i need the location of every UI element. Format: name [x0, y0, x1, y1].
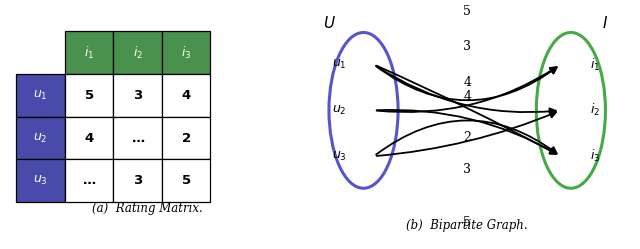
- Bar: [113, 74, 162, 117]
- Text: $i_2$: $i_2$: [132, 45, 143, 61]
- Text: $\mathbf{2}$: $\mathbf{2}$: [181, 131, 191, 145]
- Text: $\mathbf{5}$: $\mathbf{5}$: [84, 89, 94, 102]
- Text: $u_3$: $u_3$: [332, 150, 347, 163]
- Text: 4: 4: [463, 76, 471, 89]
- FancyArrowPatch shape: [377, 110, 556, 154]
- Text: $i_1$: $i_1$: [84, 45, 94, 61]
- FancyArrowPatch shape: [377, 67, 557, 112]
- Text: $i_3$: $i_3$: [590, 148, 600, 164]
- FancyArrowPatch shape: [376, 121, 557, 154]
- Bar: [162, 74, 211, 117]
- Bar: [16, 74, 65, 117]
- Text: $i_3$: $i_3$: [181, 45, 191, 61]
- Text: 5: 5: [463, 216, 471, 229]
- Text: $\mathbf{5}$: $\mathbf{5}$: [181, 174, 191, 187]
- FancyArrowPatch shape: [377, 112, 556, 156]
- Text: $u_2$: $u_2$: [332, 104, 347, 117]
- Bar: [65, 117, 113, 159]
- Bar: [113, 31, 162, 74]
- Text: $\mathbf{4}$: $\mathbf{4}$: [84, 131, 94, 145]
- Text: 5: 5: [463, 5, 471, 18]
- Text: $\mathbf{\ldots}$: $\mathbf{\ldots}$: [82, 174, 96, 187]
- Text: $u_2$: $u_2$: [33, 131, 48, 145]
- Text: $\mathbf{3}$: $\mathbf{3}$: [132, 89, 143, 102]
- Bar: [162, 159, 211, 202]
- Bar: [65, 159, 113, 202]
- FancyArrowPatch shape: [376, 66, 556, 154]
- Text: 3: 3: [463, 40, 471, 53]
- Text: 2: 2: [463, 131, 471, 144]
- Text: $I$: $I$: [602, 15, 609, 31]
- Bar: [65, 31, 113, 74]
- Text: $i_2$: $i_2$: [590, 102, 600, 119]
- Bar: [162, 117, 211, 159]
- Text: $\mathbf{\ldots}$: $\mathbf{\ldots}$: [131, 131, 145, 145]
- Text: $\mathbf{4}$: $\mathbf{4}$: [181, 89, 191, 102]
- Text: $i_1$: $i_1$: [590, 57, 600, 73]
- Text: (b)  Bipartite Graph.: (b) Bipartite Graph.: [406, 219, 528, 232]
- Text: $u_3$: $u_3$: [33, 174, 48, 187]
- Text: $\mathbf{3}$: $\mathbf{3}$: [132, 174, 143, 187]
- Bar: [113, 159, 162, 202]
- Text: $u_1$: $u_1$: [33, 89, 48, 102]
- Text: $U$: $U$: [323, 15, 335, 31]
- Bar: [162, 31, 211, 74]
- Text: $u_1$: $u_1$: [332, 58, 347, 71]
- Bar: [65, 74, 113, 117]
- Text: 3: 3: [463, 163, 471, 177]
- Bar: [113, 117, 162, 159]
- Text: 4: 4: [463, 90, 471, 103]
- Text: (a)  Rating Matrix.: (a) Rating Matrix.: [92, 202, 203, 215]
- Bar: [16, 117, 65, 159]
- FancyArrowPatch shape: [376, 66, 556, 115]
- FancyArrowPatch shape: [376, 66, 557, 100]
- Bar: [16, 159, 65, 202]
